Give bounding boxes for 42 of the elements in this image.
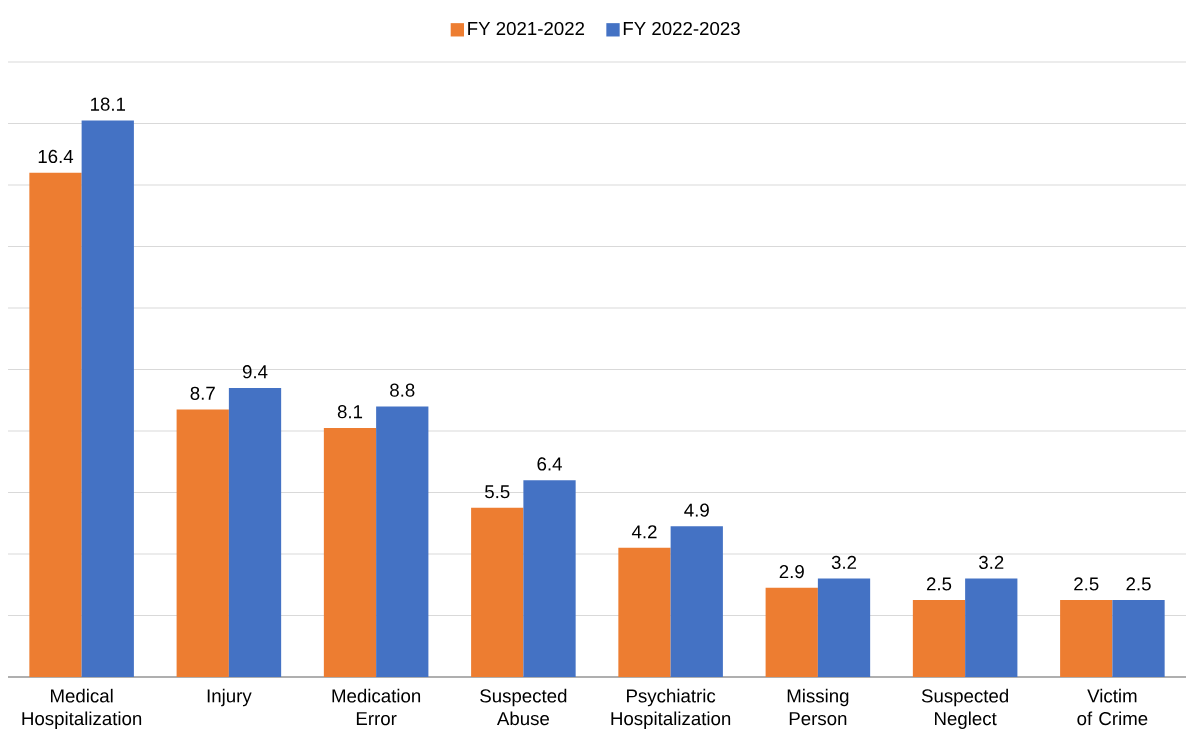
bar xyxy=(1060,600,1113,677)
legend-label: FY 2021-2022 xyxy=(468,21,585,36)
bar xyxy=(912,600,966,677)
bar xyxy=(29,172,82,677)
data-label: 6.4 xyxy=(537,457,562,471)
bar xyxy=(81,120,134,677)
data-label: 3.2 xyxy=(979,555,1004,570)
data-label: 2.5 xyxy=(1126,577,1151,591)
legend-label: FY 2022-2023 xyxy=(623,21,740,36)
bar xyxy=(228,387,282,677)
bar xyxy=(670,526,723,677)
bar xyxy=(1112,600,1165,677)
bar xyxy=(965,578,1018,677)
data-label: 4.9 xyxy=(684,503,709,517)
x-tick-label: Suspected Neglect xyxy=(921,688,1009,729)
data-label: 3.2 xyxy=(831,555,857,570)
x-tick-label: Injury xyxy=(207,688,252,707)
data-label: 2.5 xyxy=(1074,577,1099,591)
x-tick-label: Missing Person xyxy=(787,688,849,726)
bar xyxy=(523,480,576,677)
bar xyxy=(323,427,377,677)
data-label: 8.7 xyxy=(190,386,215,400)
bar xyxy=(618,547,671,677)
data-label: 8.1 xyxy=(337,405,363,419)
bar xyxy=(471,507,524,677)
data-label: 2.9 xyxy=(779,564,804,579)
data-label: 8.8 xyxy=(390,383,415,397)
x-tick-label: Psychiatric Hospitalization xyxy=(611,688,731,729)
data-label: 4.2 xyxy=(631,525,657,539)
bar xyxy=(376,406,429,677)
x-tick-label: Medication Error xyxy=(332,688,421,726)
bar xyxy=(176,409,229,677)
data-label: 16.4 xyxy=(38,149,74,164)
data-label: 2.5 xyxy=(926,577,952,591)
bar xyxy=(817,578,871,677)
x-tick-label: Victim of Crime xyxy=(1077,688,1148,726)
data-label: 5.5 xyxy=(485,485,510,499)
data-label: 9.4 xyxy=(242,365,268,379)
bar xyxy=(765,587,818,677)
x-tick-label: Suspected Abuse xyxy=(480,688,567,726)
data-label: 18.1 xyxy=(91,97,126,111)
x-tick-label: Medical Hospitalization xyxy=(22,688,142,729)
